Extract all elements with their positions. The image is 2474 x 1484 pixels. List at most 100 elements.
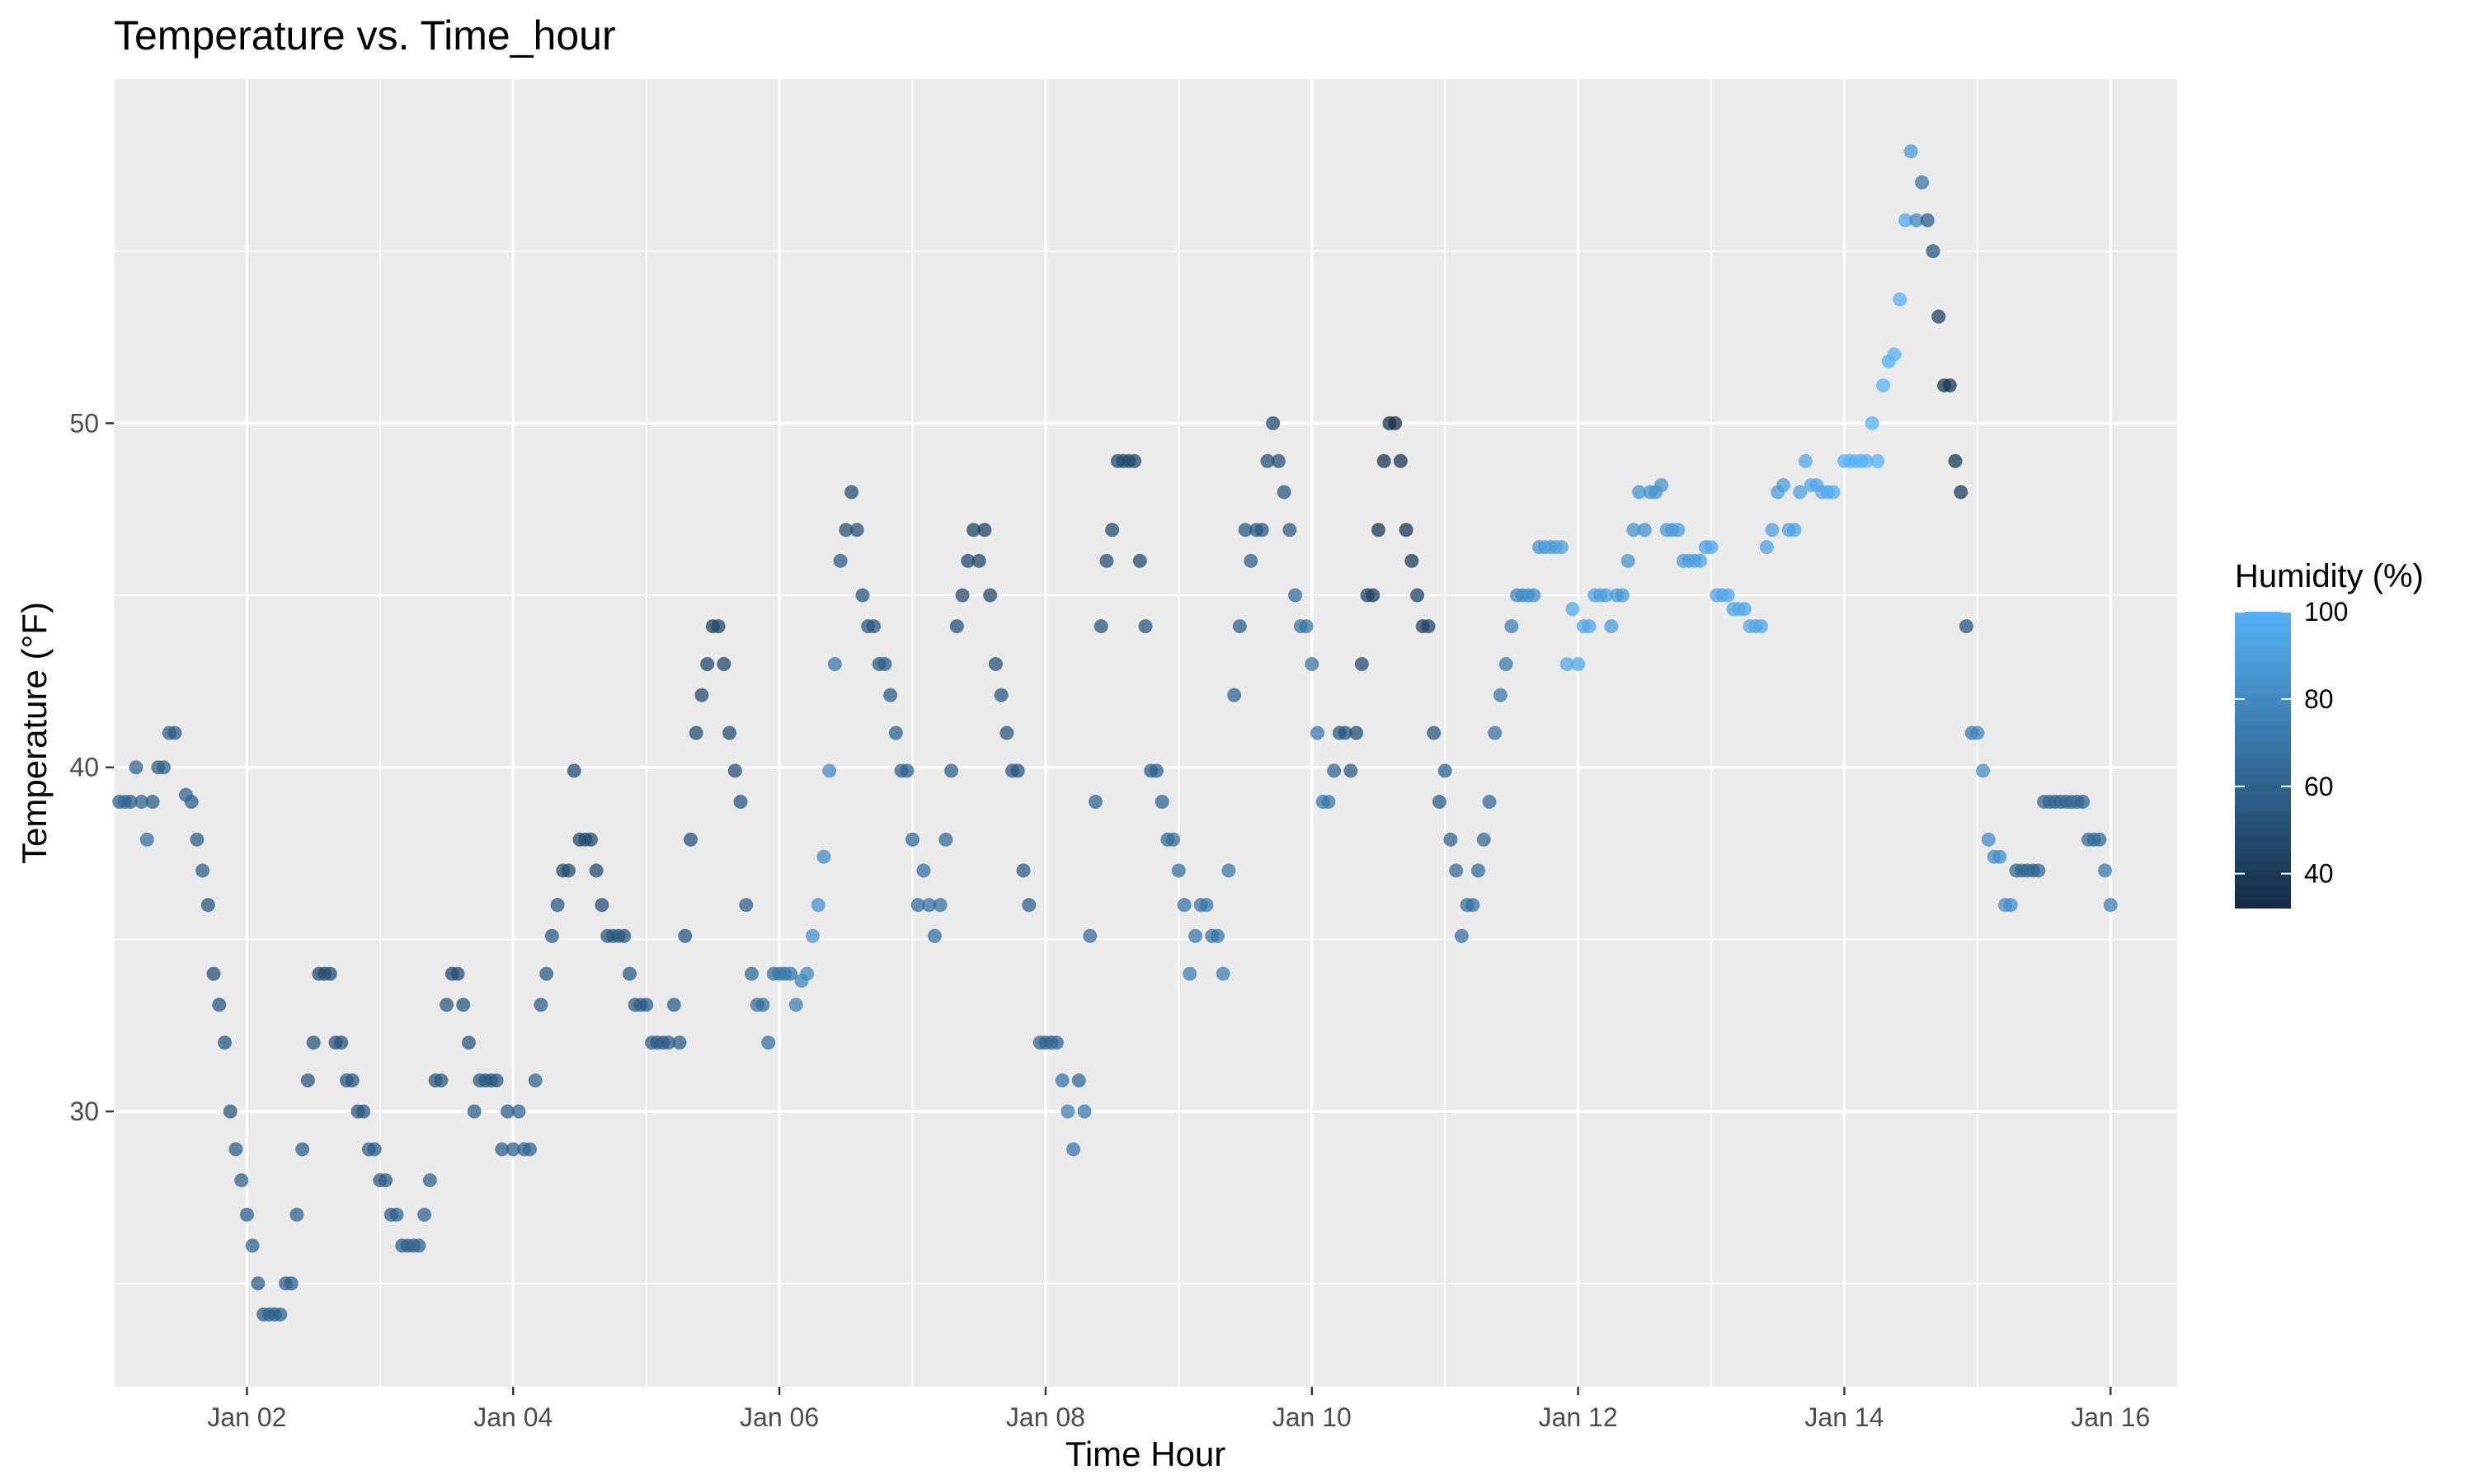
y-tick-label: 40 <box>69 753 99 782</box>
data-point <box>661 1036 676 1050</box>
data-point <box>666 998 681 1012</box>
data-point <box>1188 928 1203 943</box>
data-point <box>2098 863 2113 878</box>
data-point <box>1183 966 1197 981</box>
data-point <box>2031 863 2046 878</box>
data-point <box>534 998 548 1012</box>
data-point <box>522 1142 537 1157</box>
data-point <box>1010 763 1025 778</box>
data-point <box>1232 619 1247 634</box>
data-point <box>501 1104 515 1119</box>
x-tick-label: Jan 06 <box>740 1402 819 1432</box>
data-point <box>744 966 759 981</box>
data-point <box>228 1142 243 1157</box>
data-point <box>1210 928 1225 943</box>
data-point <box>1826 485 1841 500</box>
data-point <box>195 863 210 878</box>
data-point <box>717 657 731 672</box>
data-point <box>788 998 803 1012</box>
data-point <box>1427 726 1442 740</box>
data-point <box>833 553 848 568</box>
data-point <box>379 1173 393 1188</box>
data-point <box>1765 523 1780 538</box>
data-point <box>1498 657 1513 672</box>
x-tick-label: Jan 04 <box>473 1402 553 1432</box>
data-point <box>422 1173 437 1188</box>
data-point <box>1604 619 1619 634</box>
data-point <box>783 966 798 981</box>
data-point <box>1016 863 1031 878</box>
data-point <box>1127 453 1142 468</box>
data-point <box>511 1104 526 1119</box>
data-point <box>412 1238 426 1253</box>
data-point <box>234 1173 249 1188</box>
data-point <box>1887 347 1902 362</box>
data-point <box>967 523 981 538</box>
data-point <box>1471 863 1486 878</box>
data-point <box>190 832 205 847</box>
data-point <box>440 998 454 1012</box>
data-point <box>1554 540 1569 555</box>
data-point <box>1166 832 1181 847</box>
data-point <box>1903 144 1918 159</box>
data-point <box>1582 619 1597 634</box>
data-point <box>1720 588 1735 603</box>
data-point <box>1915 175 1930 190</box>
data-point <box>450 966 465 981</box>
data-point <box>1926 244 1940 259</box>
data-point <box>722 726 737 740</box>
data-point <box>1055 1073 1070 1088</box>
legend-title: Humidity (%) <box>2235 558 2424 594</box>
data-point <box>700 657 715 672</box>
data-point <box>1227 688 1242 702</box>
data-point <box>1022 898 1037 913</box>
data-point <box>1393 453 1408 468</box>
data-point <box>1094 619 1108 634</box>
data-point <box>1954 485 1968 500</box>
data-point <box>1920 213 1935 228</box>
data-point <box>1099 553 1114 568</box>
data-point <box>1083 928 1098 943</box>
data-point <box>1432 794 1446 809</box>
data-point <box>461 1036 476 1050</box>
data-point <box>727 763 742 778</box>
data-point <box>955 588 970 603</box>
data-point <box>1371 523 1385 538</box>
data-point <box>434 1073 449 1088</box>
data-point <box>1620 553 1635 568</box>
legend-ticks: 40 60 80 100 <box>2235 597 2348 889</box>
data-point <box>1754 619 1769 634</box>
data-point <box>506 1142 520 1157</box>
data-point <box>933 898 948 913</box>
data-point <box>1404 553 1419 568</box>
data-point <box>689 726 703 740</box>
data-point <box>1138 619 1153 634</box>
data-point <box>218 1036 233 1050</box>
data-point <box>367 1142 382 1157</box>
data-point <box>800 966 815 981</box>
data-point <box>2092 832 2107 847</box>
data-point <box>528 1073 543 1088</box>
data-point <box>239 1207 254 1222</box>
data-point <box>1299 619 1314 634</box>
data-point <box>1526 588 1541 603</box>
data-point <box>1244 553 1258 568</box>
data-point <box>1061 1104 1075 1119</box>
data-point <box>539 966 554 981</box>
data-point <box>910 898 925 913</box>
data-point <box>334 1036 349 1050</box>
data-point <box>1493 688 1507 702</box>
data-point <box>1049 1036 1064 1050</box>
data-point <box>1465 898 1480 913</box>
data-point <box>1970 726 1985 740</box>
data-point <box>977 523 992 538</box>
data-point <box>694 688 709 702</box>
data-point <box>733 794 748 809</box>
data-point <box>1981 832 1996 847</box>
chart-title: Temperature vs. Time_hour <box>114 12 616 59</box>
x-tick-label: Jan 02 <box>207 1402 286 1432</box>
data-point <box>1338 726 1352 740</box>
data-point <box>761 1036 776 1050</box>
data-point <box>672 1036 687 1050</box>
